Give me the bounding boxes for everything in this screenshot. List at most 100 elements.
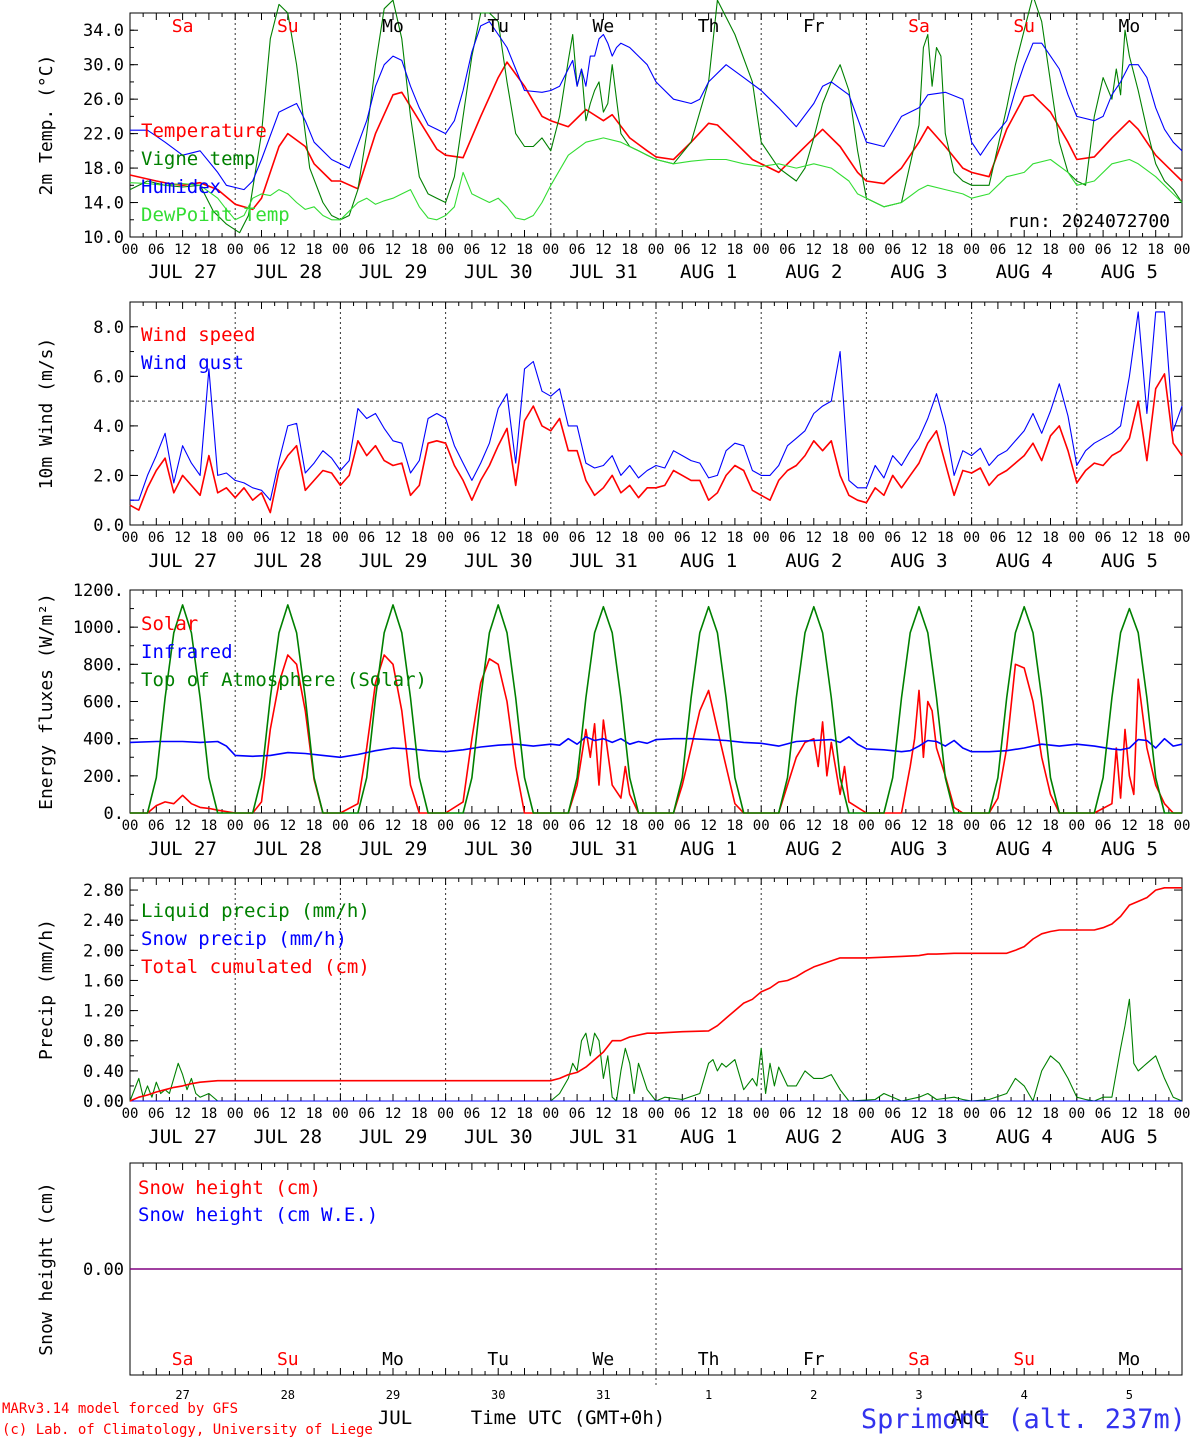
weekday-label: Mo [382, 1349, 404, 1370]
hour-tick-label: 12 [490, 242, 507, 258]
hour-tick-label: 00 [542, 530, 559, 546]
hour-tick-label: 18 [200, 530, 217, 546]
hour-tick-label: 12 [1121, 1106, 1138, 1122]
hour-tick-label: 06 [569, 530, 586, 546]
weekday-label: Th [698, 1349, 720, 1370]
y-tick-label: 1200. [73, 581, 124, 601]
snow-panel: 0.00 Snow height (cm) Snow height (cm) Snow… [36, 1162, 1183, 1402]
hour-tick-label: 18 [411, 1106, 428, 1122]
hour-tick-label: 18 [411, 818, 428, 834]
series-line-dewpoint-temp [129, 137, 1183, 221]
hour-tick-label: 12 [911, 530, 928, 546]
hour-tick-label: 06 [569, 242, 586, 258]
weekday-label: Mo [382, 16, 404, 37]
day-label: AUG 5 [1101, 550, 1158, 572]
hour-tick-label: 12 [911, 818, 928, 834]
hour-tick-label: 00 [1174, 818, 1191, 834]
y-tick-label: 0.0 [93, 516, 124, 536]
day-label: AUG 2 [785, 261, 842, 283]
hour-tick-label: 12 [1016, 530, 1033, 546]
hour-tick-label: 00 [437, 1106, 454, 1122]
hour-tick-label: 06 [1095, 1106, 1112, 1122]
hour-tick-label: 00 [858, 530, 875, 546]
hour-tick-label: 18 [621, 818, 638, 834]
hour-tick-label: 12 [805, 242, 822, 258]
day-label: JUL 29 [359, 1126, 428, 1148]
weekday-label: Tu [487, 1349, 509, 1370]
day-label: JUL 28 [253, 838, 322, 860]
weekday-label: Sa [908, 16, 930, 37]
day-number: 29 [386, 1388, 400, 1402]
hour-tick-label: 18 [1147, 818, 1164, 834]
hour-tick-label: 06 [358, 1106, 375, 1122]
hour-tick-label: 06 [779, 530, 796, 546]
hour-tick-label: 06 [674, 818, 691, 834]
wind-y-axis-label: 10m Wind (m/s) [36, 338, 57, 490]
hour-tick-label: 00 [1068, 530, 1085, 546]
hour-tick-label: 06 [779, 818, 796, 834]
day-label: JUL 31 [569, 550, 638, 572]
y-tick-label: 34.0 [83, 21, 124, 41]
day-label: AUG 1 [680, 1126, 737, 1148]
hour-tick-label: 12 [279, 242, 296, 258]
day-label: AUG 3 [890, 550, 947, 572]
hour-tick-label: 18 [306, 242, 323, 258]
time-axis-title: Time UTC (GMT+0h) [471, 1407, 665, 1429]
hour-tick-label: 12 [385, 1106, 402, 1122]
hour-tick-label: 06 [253, 530, 270, 546]
day-label: AUG 3 [890, 1126, 947, 1148]
hour-tick-label: 00 [1174, 1106, 1191, 1122]
y-tick-label: 600. [83, 693, 124, 713]
hour-tick-label: 00 [332, 818, 349, 834]
hour-tick-label: 00 [437, 818, 454, 834]
y-tick-label: 800. [83, 655, 124, 675]
hour-tick-label: 12 [911, 1106, 928, 1122]
energy-panel: 0. 200. 400. 600. 800. 1000. 1200. Energy fluxe… [36, 581, 1190, 860]
y-tick-label: 0.00 [83, 1092, 124, 1112]
hour-tick-label: 00 [542, 242, 559, 258]
hour-tick-label: 00 [963, 530, 980, 546]
weekday-label: Su [1013, 16, 1035, 37]
hour-tick-label: 18 [621, 1106, 638, 1122]
hour-tick-label: 18 [1042, 1106, 1059, 1122]
hour-tick-label: 00 [1068, 242, 1085, 258]
hour-tick-label: 00 [122, 530, 139, 546]
hour-tick-label: 12 [805, 530, 822, 546]
hour-tick-label: 18 [1042, 818, 1059, 834]
hour-tick-label: 12 [174, 242, 191, 258]
legend-label: DewPoint Temp [141, 204, 290, 226]
day-label: JUL 28 [253, 261, 322, 283]
day-label: AUG 2 [785, 838, 842, 860]
hour-tick-label: 00 [963, 818, 980, 834]
hour-tick-label: 12 [700, 530, 717, 546]
precip-y-axis-label: Precip (mm/h) [36, 919, 57, 1060]
series-line-humidex [130, 21, 1183, 191]
y-tick-label: 1.20 [83, 1002, 124, 1022]
month-label-aug: AUG [951, 1407, 985, 1429]
series-line-wind-gust [130, 311, 1183, 501]
hour-tick-label: 06 [463, 818, 480, 834]
hour-tick-label: 00 [648, 818, 665, 834]
day-label: JUL 29 [359, 838, 428, 860]
y-tick-label: 0.80 [83, 1032, 124, 1052]
weekday-label: Mo [1119, 1349, 1141, 1370]
legend-label: Vigne temp [141, 148, 255, 170]
hour-tick-label: 06 [884, 530, 901, 546]
y-tick-label: 0.40 [83, 1062, 124, 1082]
weekday-label: Su [1013, 1349, 1035, 1370]
weekday-label: Fr [803, 16, 825, 37]
day-label: AUG 1 [680, 838, 737, 860]
y-tick-label: 30.0 [83, 56, 124, 76]
day-label: JUL 28 [253, 1126, 322, 1148]
day-label: AUG 3 [890, 838, 947, 860]
hour-tick-label: 18 [621, 530, 638, 546]
day-label: JUL 31 [569, 1126, 638, 1148]
day-label: AUG 5 [1101, 838, 1158, 860]
hour-tick-label: 12 [1121, 242, 1138, 258]
day-number: 3 [915, 1388, 922, 1402]
hour-tick-label: 12 [595, 818, 612, 834]
day-number: 28 [281, 1388, 295, 1402]
hour-tick-label: 06 [1095, 530, 1112, 546]
day-label: JUL 29 [359, 550, 428, 572]
